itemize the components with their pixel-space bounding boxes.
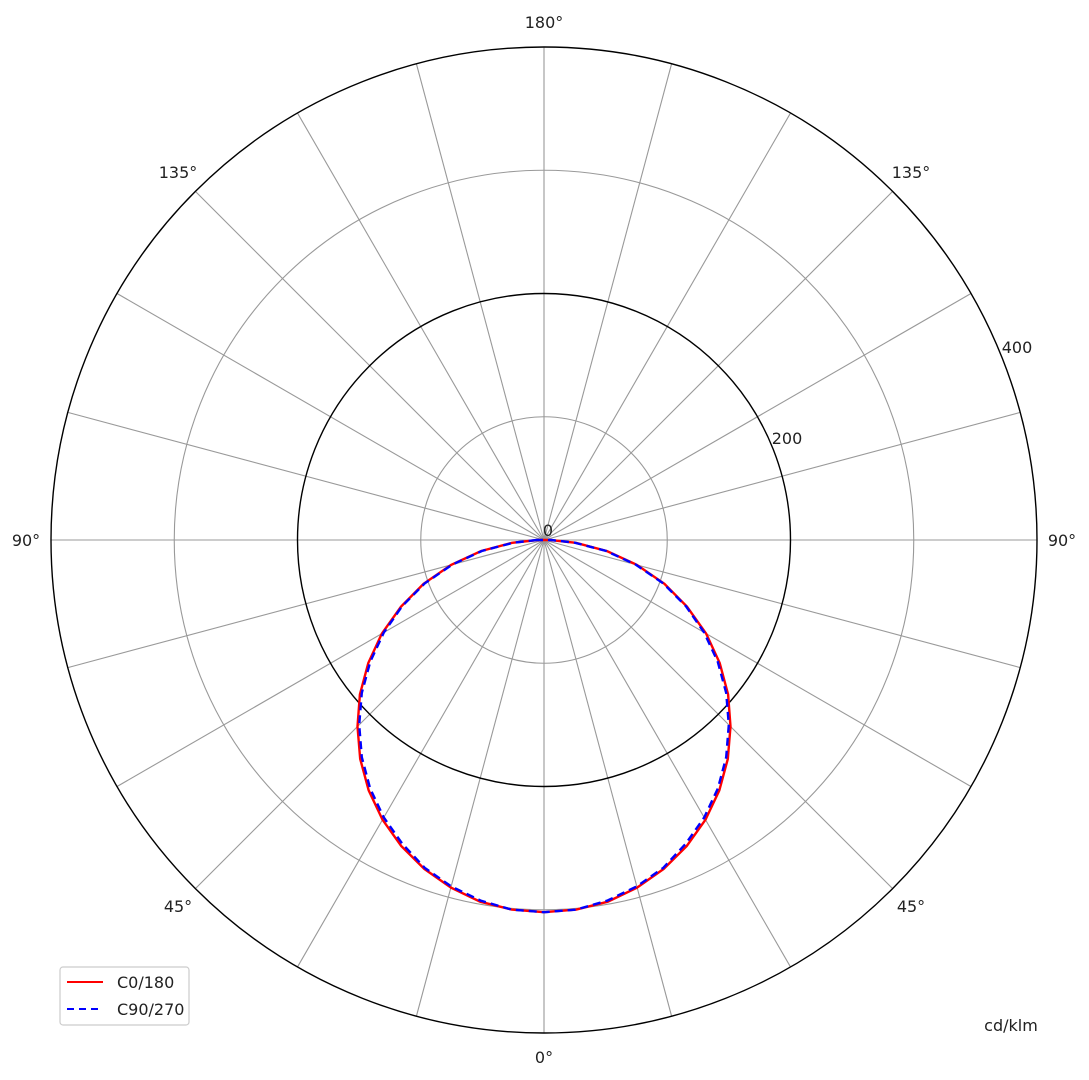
series-C90-270 [357,538,731,914]
unit-label: cd/klm [984,1016,1038,1035]
polar-grid [50,46,1038,1034]
angle-label-upper-right: 135° [892,163,931,182]
ring-300 [173,169,915,911]
ring-400 [50,46,1038,1034]
angle-label-right: 90° [1048,531,1076,550]
labels: 180° 135° 135° 90° 90° 45° 45° 0° 0 200 … [12,13,1076,1067]
angle-label-bottom: 0° [535,1048,553,1067]
ring-100 [420,416,668,664]
angle-label-lower-left: 45° [164,897,192,916]
radial-label-200: 200 [772,429,803,448]
legend: C0/180 C90/270 [59,966,190,1026]
curves [356,538,732,914]
ring-200 [296,292,792,788]
angle-label-lower-right: 45° [897,897,925,916]
legend-label-c90: C90/270 [117,1000,184,1019]
legend-label-c0: C0/180 [117,973,174,992]
angle-label-upper-left: 135° [159,163,198,182]
radial-label-0: 0 [543,521,553,540]
angle-label-top: 180° [525,13,564,32]
angle-label-left: 90° [12,531,40,550]
radial-label-400: 400 [1002,338,1033,357]
